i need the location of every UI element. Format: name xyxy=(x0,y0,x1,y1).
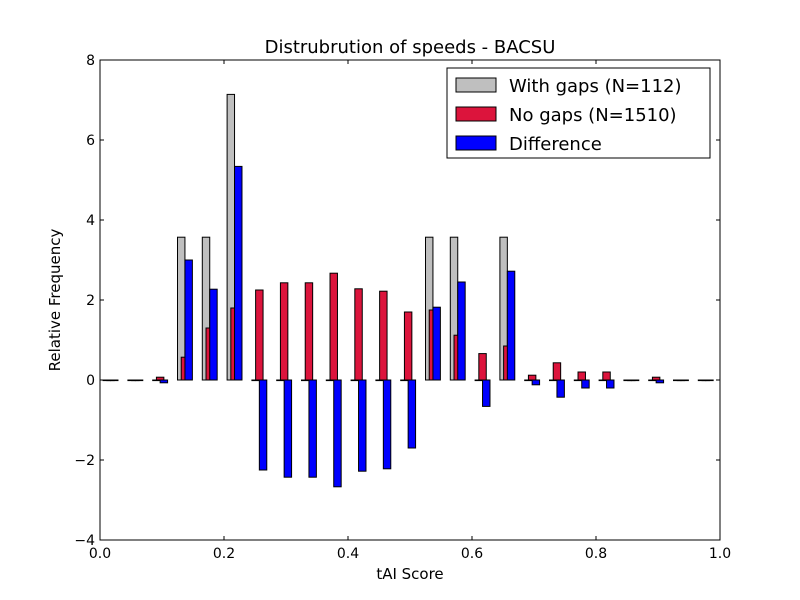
bar-difference-1 xyxy=(134,379,144,382)
bar-difference-6 xyxy=(258,379,268,471)
x-tick-label: 0.4 xyxy=(337,546,359,562)
bar-difference-11 xyxy=(382,379,392,470)
bar-difference-4 xyxy=(209,288,218,381)
bar-difference-10 xyxy=(358,379,367,472)
legend-label-no-gaps: No gaps (N=1510) xyxy=(509,105,677,126)
bar-difference-0 xyxy=(110,379,119,382)
x-axis-label: tAI Score xyxy=(376,565,443,583)
legend-swatch-with-gaps xyxy=(455,77,497,93)
bar-no-gaps-8 xyxy=(304,282,314,381)
x-tick-label: 0.0 xyxy=(89,546,111,562)
bar-difference-22 xyxy=(655,379,665,384)
x-tick-label: 0.6 xyxy=(461,546,483,562)
bar-no-gaps-11 xyxy=(379,290,388,381)
bar-difference-13 xyxy=(432,306,441,381)
bar-difference-20 xyxy=(606,379,615,389)
bar-difference-9 xyxy=(333,379,342,488)
bars-layer xyxy=(102,93,714,488)
legend: With gaps (N=112) No gaps (N=1510) Differe… xyxy=(446,67,711,159)
y-tick-label: 8 xyxy=(86,53,95,69)
bar-difference-2 xyxy=(159,379,169,384)
legend-label-with-gaps: With gaps (N=112) xyxy=(509,76,682,97)
bar-difference-16 xyxy=(506,270,516,381)
bar-difference-18 xyxy=(556,379,565,398)
x-tick-label: 0.8 xyxy=(585,546,607,562)
y-tick-label: −2 xyxy=(74,453,95,469)
bar-no-gaps-15 xyxy=(478,353,487,381)
bar-difference-8 xyxy=(308,379,317,478)
legend-swatch-no-gaps xyxy=(455,106,497,122)
x-tick-label: 1.0 xyxy=(709,546,731,562)
x-tick-label: 0.2 xyxy=(213,546,235,562)
y-tick-label: 2 xyxy=(86,293,95,309)
y-tick-label: 6 xyxy=(86,133,95,149)
bar-no-gaps-18 xyxy=(552,362,562,381)
y-tick-label: 4 xyxy=(86,213,95,229)
bar-difference-17 xyxy=(531,379,541,386)
y-tick-label: 0 xyxy=(86,373,95,389)
bar-difference-21 xyxy=(630,379,640,382)
bar-difference-5 xyxy=(234,165,243,381)
bar-no-gaps-19 xyxy=(577,371,586,381)
bar-difference-7 xyxy=(283,379,293,478)
y-tick-label: −4 xyxy=(74,533,95,549)
bar-no-gaps-7 xyxy=(279,282,289,381)
bar-difference-24 xyxy=(705,379,714,382)
bar-no-gaps-17 xyxy=(527,374,537,381)
bar-difference-14 xyxy=(457,281,466,381)
bar-difference-3 xyxy=(184,259,193,381)
legend-swatch-difference xyxy=(455,135,497,151)
bar-difference-12 xyxy=(407,379,417,449)
legend-label-difference: Difference xyxy=(509,134,602,155)
ticks-layer: 0.0 0.2 0.4 0.6 0.8 1.0 −4 −2 0 2 4 6 8 xyxy=(74,53,731,562)
bar-no-gaps-9 xyxy=(329,272,338,381)
bar-no-gaps-12 xyxy=(403,311,413,381)
bar-difference-23 xyxy=(680,379,689,382)
bar-no-gaps-10 xyxy=(354,288,363,381)
chart-title: Distrubrution of speeds - BACSU xyxy=(265,37,556,58)
y-axis-label: Relative Frequency xyxy=(46,229,64,372)
bar-no-gaps-20 xyxy=(602,371,611,381)
bar-difference-15 xyxy=(482,379,491,407)
bar-no-gaps-6 xyxy=(255,289,264,381)
bar-difference-19 xyxy=(581,379,590,389)
